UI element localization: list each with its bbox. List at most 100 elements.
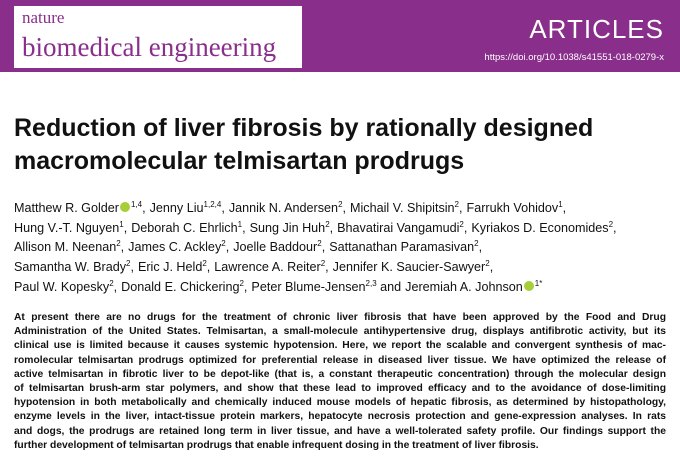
author: Sattanathan Paramasivan2, xyxy=(329,239,483,255)
author-name: Hung V.-T. Nguyen xyxy=(14,220,120,235)
separator: , xyxy=(221,201,225,216)
affiliation: 2 xyxy=(126,258,131,268)
author-line: Samantha W. Brady2, Eric J. Held2, Lawrenc… xyxy=(14,259,497,274)
author: Jenny Liu1,2,4, xyxy=(149,200,225,216)
author-name: Sung Jin Huh xyxy=(249,220,326,235)
separator: , xyxy=(225,240,230,255)
doi[interactable]: https://doi.org/10.1038/s41551-018-0279-… xyxy=(484,52,664,63)
abstract-line: clinical use is limited because it cause… xyxy=(14,340,666,352)
author: Jannik N. Andersen2, xyxy=(228,200,347,216)
orcid-icon xyxy=(120,202,130,213)
author: Bhavatirai Vangamudi2, xyxy=(337,219,468,235)
author-name: Joelle Baddour xyxy=(233,240,318,255)
author-name: Farrukh Vohidov xyxy=(466,201,559,216)
abstract-line: Administration of the United States. Tel… xyxy=(14,326,666,338)
affiliation: 2 xyxy=(221,239,226,249)
author: Sung Jin Huh2, xyxy=(249,219,334,235)
author: Lawrence A. Reiter2, xyxy=(214,258,329,274)
affiliation: 1 xyxy=(119,219,124,229)
journal-name: nature xyxy=(22,8,65,27)
affiliation: 2,3 xyxy=(365,278,377,288)
author: Farrukh Vohidov1, xyxy=(466,200,567,216)
separator: , xyxy=(123,220,128,235)
author-name: Sattanathan Paramasivan xyxy=(329,240,475,255)
abstract-line: hypotension in both metabolically and ch… xyxy=(14,397,666,409)
author-name: Eric J. Held xyxy=(137,259,203,274)
separator: , xyxy=(463,220,468,235)
abstract-line: further development of telmisartan prodr… xyxy=(14,439,539,451)
separator: , xyxy=(325,259,329,274)
journal-name: biomedical engineering xyxy=(22,32,277,62)
journal-header: nature biomedical engineering ARTICLES h… xyxy=(0,0,680,72)
affiliation: 2 xyxy=(325,219,330,229)
author-name: Michail V. Shipitsin xyxy=(350,201,455,216)
author-name: Jannik N. Andersen xyxy=(228,201,339,216)
separator: , xyxy=(342,201,347,216)
abstract-line: enzyme levels in the liver, intact-tissu… xyxy=(14,411,666,423)
separator: , xyxy=(113,279,118,294)
affiliation: 2 xyxy=(459,219,464,229)
abstract-line: romolecular telmisartan prodrugs optimiz… xyxy=(14,354,666,366)
author: Jennifer K. Saucier-Sawyer2, xyxy=(332,258,494,274)
separator: , xyxy=(321,240,326,255)
separator: , xyxy=(489,259,494,274)
affiliation: 2 xyxy=(202,258,207,268)
abstract-line: active telmisartan in fibrotic liver to … xyxy=(14,368,666,380)
author-name: Kyriakos D. Economides xyxy=(471,220,609,235)
author-name: Paul W. Kopesky xyxy=(14,279,110,294)
separator: , xyxy=(206,259,211,274)
author-name: Deborah C. Ehrlich xyxy=(131,220,238,235)
affiliation: 2 xyxy=(239,278,244,288)
abstract-line: At present there are no drugs for the tr… xyxy=(14,312,666,323)
author-name: Allison M. Neenan xyxy=(14,240,117,255)
title-line: macromolecular telmisartan prodrugs xyxy=(14,147,465,175)
separator: , xyxy=(329,220,334,235)
abstract-line: and dogs, the prodrugs are retained long… xyxy=(14,425,666,437)
author-name: Matthew R. Golder xyxy=(14,201,119,216)
author: Michail V. Shipitsin2, xyxy=(350,200,463,216)
separator: , xyxy=(459,201,463,216)
author-name: Bhavatirai Vangamudi xyxy=(337,220,460,235)
affiliation: 1 xyxy=(237,219,243,229)
separator: , xyxy=(243,279,248,294)
affiliation: 2 xyxy=(320,258,326,268)
author: Donald E. Chickering2, xyxy=(121,278,248,294)
affiliation: 2 xyxy=(485,258,490,268)
separator: , xyxy=(562,201,567,216)
affiliation: 2 xyxy=(338,200,343,209)
author: Eric J. Held2, xyxy=(137,258,211,274)
section-label: ARTICLES xyxy=(529,14,664,44)
affiliation: 2 xyxy=(317,239,322,249)
author-name: Jennifer K. Saucier-Sawyer xyxy=(332,259,486,274)
author-line: Paul W. Kopesky2, Donald E. Chickering2, P… xyxy=(14,278,546,293)
author: Paul W. Kopesky2, xyxy=(14,278,118,294)
author-name: Jenny Liu xyxy=(149,201,204,216)
separator: , xyxy=(242,220,246,235)
title-line: Reduction of liver fibrosis by rationall… xyxy=(14,114,594,142)
separator: , xyxy=(130,259,134,274)
affiliation: 1,2,4 xyxy=(203,200,222,209)
abstract-line: of telmisartan brush-arm star polymers, … xyxy=(14,383,666,394)
journal-logo: nature biomedical engineering xyxy=(14,6,302,68)
author: Samantha W. Brady2, xyxy=(14,258,134,274)
affiliation: 1* xyxy=(534,278,543,288)
separator: and xyxy=(376,279,402,294)
separator: , xyxy=(478,240,483,255)
author-line: Allison M. Neenan2, James C. Ackley2, Joel… xyxy=(14,239,486,254)
separator: , xyxy=(120,240,125,255)
affiliation: 2 xyxy=(608,219,614,229)
affiliation: 1 xyxy=(558,200,563,209)
affiliation: 2 xyxy=(116,239,121,249)
author: Kyriakos D. Economides2, xyxy=(471,219,616,235)
author-name: Peter Blume-Jensen xyxy=(251,279,366,294)
author: Deborah C. Ehrlich1, xyxy=(131,219,246,235)
author-name: Lawrence A. Reiter xyxy=(214,259,321,274)
author: James C. Ackley2, xyxy=(128,239,230,255)
orcid-icon xyxy=(523,280,534,291)
author: Allison M. Neenan2, xyxy=(14,239,125,255)
author: Joelle Baddour2, xyxy=(233,239,326,255)
affiliation: 1,4 xyxy=(131,200,143,209)
author-name: Samantha W. Brady xyxy=(14,259,126,274)
author-name: Jeremiah A. Johnson xyxy=(405,279,523,294)
